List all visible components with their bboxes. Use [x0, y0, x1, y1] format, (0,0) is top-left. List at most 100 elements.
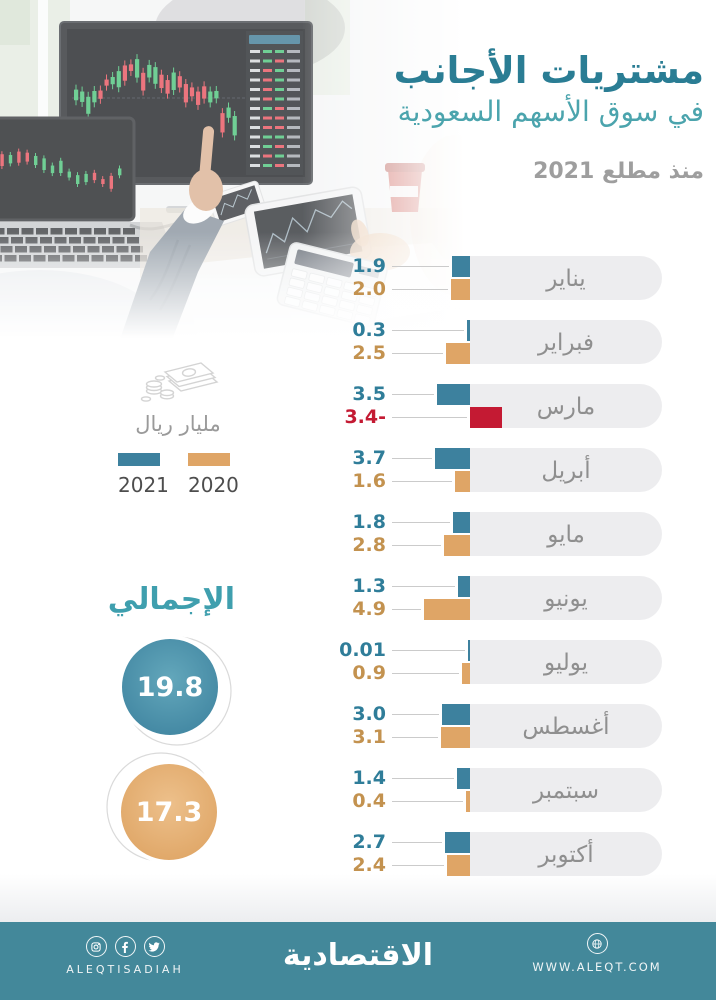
footer-website-block: WWW.ALEQT.COM [512, 933, 682, 974]
leader-line [392, 545, 441, 546]
leader-line [392, 481, 452, 482]
value-label-2021: 2.7 [352, 831, 386, 853]
month-label: مايو [547, 522, 585, 548]
chart-row-1: يناير 1.9 2.0 [345, 255, 675, 302]
bar-2020 [424, 599, 470, 620]
legend-item-2021: 2021 [118, 453, 169, 497]
value-label-2021: 0.01 [339, 639, 386, 661]
month-pill: يناير [470, 256, 662, 300]
photo-workspace [0, 0, 482, 347]
chart-row-8: أغسطس 3.0 3.1 [345, 703, 675, 750]
bar-2021 [437, 384, 470, 405]
globe-icon[interactable] [586, 933, 608, 954]
page-title: مشتريات الأجانب [393, 49, 704, 92]
month-label: أغسطس [522, 714, 610, 740]
month-pill: أبريل [470, 448, 662, 492]
legend-label-2021: 2021 [118, 473, 169, 497]
instagram-icon[interactable] [85, 936, 107, 957]
totals-heading: الإجمالي [107, 582, 235, 617]
chart-row-4: أبريل 3.7 1.6 [345, 447, 675, 494]
legend-swatch-2021 [118, 453, 160, 466]
value-label-2021: 1.8 [352, 511, 386, 533]
subtitle: منذ مطلع 2021 [533, 159, 704, 185]
page-title-line2: في سوق الأسهم السعودية [397, 95, 704, 129]
bar-2021 [452, 256, 470, 277]
leader-line [392, 673, 459, 674]
facebook-icon[interactable] [114, 936, 136, 957]
value-label-2020: 0.4 [352, 790, 386, 812]
month-pill: مارس [470, 384, 662, 428]
value-label-2021: 1.3 [352, 575, 386, 597]
social-icons [40, 936, 210, 957]
leader-line [392, 394, 434, 395]
month-pill: مايو [470, 512, 662, 556]
month-label: أبريل [541, 458, 591, 484]
value-label-2021: 3.7 [352, 447, 386, 469]
bar-2020 [447, 855, 470, 876]
legend-item-2020: 2020 [188, 453, 239, 497]
twitter-icon[interactable] [143, 936, 165, 957]
total-value-2020: 17.3 [136, 797, 203, 828]
bar-2021 [468, 640, 470, 661]
bar-2020 [446, 343, 470, 364]
bar-2021 [442, 704, 470, 725]
social-handle[interactable]: ALEQTISADIAH [66, 963, 184, 976]
bar-2021 [445, 832, 470, 853]
total-circle-2021 [118, 635, 222, 739]
bar-2020 [466, 791, 470, 812]
leader-line [392, 417, 467, 418]
leader-line [392, 266, 449, 267]
bar-2020 [441, 727, 470, 748]
leader-line [392, 458, 432, 459]
chart-row-10: أكتوبر 2.7 2.4 [345, 831, 675, 878]
bar-2020 [455, 471, 470, 492]
leader-line [392, 330, 464, 331]
month-pill: يونيو [470, 576, 662, 620]
month-label: يناير [546, 266, 586, 292]
value-label-2021: 1.4 [352, 767, 386, 789]
leader-line [392, 609, 421, 610]
website-url[interactable]: WWW.ALEQT.COM [532, 960, 662, 974]
value-label-2020: 3.4- [344, 406, 386, 428]
month-label: أكتوبر [538, 842, 594, 868]
total-value-2021: 19.8 [137, 672, 204, 703]
month-label: مارس [536, 394, 596, 420]
month-pill: فبراير [470, 320, 662, 364]
chart-row-9: سبتمبر 1.4 0.4 [345, 767, 675, 814]
unit-label: مليار ريال [135, 412, 221, 436]
legend-label-2020: 2020 [188, 473, 239, 497]
bottom-gradient [0, 874, 716, 922]
month-pill: أكتوبر [470, 832, 662, 876]
chart-row-6: يونيو 1.3 4.9 [345, 575, 675, 622]
bar-2021 [435, 448, 470, 469]
value-label-2021: 0.3 [352, 319, 386, 341]
month-pill: يوليو [470, 640, 662, 684]
bar-2020 [451, 279, 470, 300]
footer-bar: ALEQTISADIAH الاقتصادية WWW.ALEQT.COM [0, 922, 716, 1000]
leader-line [392, 801, 463, 802]
legend: 2021 2020 [118, 453, 239, 497]
leader-line [392, 289, 448, 290]
value-label-2020: 2.0 [352, 278, 386, 300]
month-label: فبراير [537, 330, 595, 356]
bar-2020 [462, 663, 470, 684]
bar-2021 [457, 768, 470, 789]
value-label-2020: 4.9 [352, 598, 386, 620]
bar-chart: يناير 1.9 2.0 فبراير 0.3 2.5 مارس 3.5 3.4- أبريل 3… [339, 255, 675, 881]
bar-2021 [467, 320, 470, 341]
leader-line [392, 586, 455, 587]
month-label: يونيو [544, 586, 588, 612]
leader-line [392, 865, 444, 866]
bar-2020 [470, 407, 502, 428]
legend-swatch-2020 [188, 453, 230, 466]
totals-circles: 19.8 17.3 [106, 635, 232, 864]
value-label-2021: 1.9 [352, 255, 386, 277]
value-label-2020: 3.1 [352, 726, 386, 748]
bar-2021 [458, 576, 470, 597]
value-label-2020: 2.5 [352, 342, 386, 364]
chart-row-5: مايو 1.8 2.8 [345, 511, 675, 558]
bar-2020 [444, 535, 470, 556]
chart-row-2: فبراير 0.3 2.5 [345, 319, 675, 366]
leader-line [392, 778, 454, 779]
